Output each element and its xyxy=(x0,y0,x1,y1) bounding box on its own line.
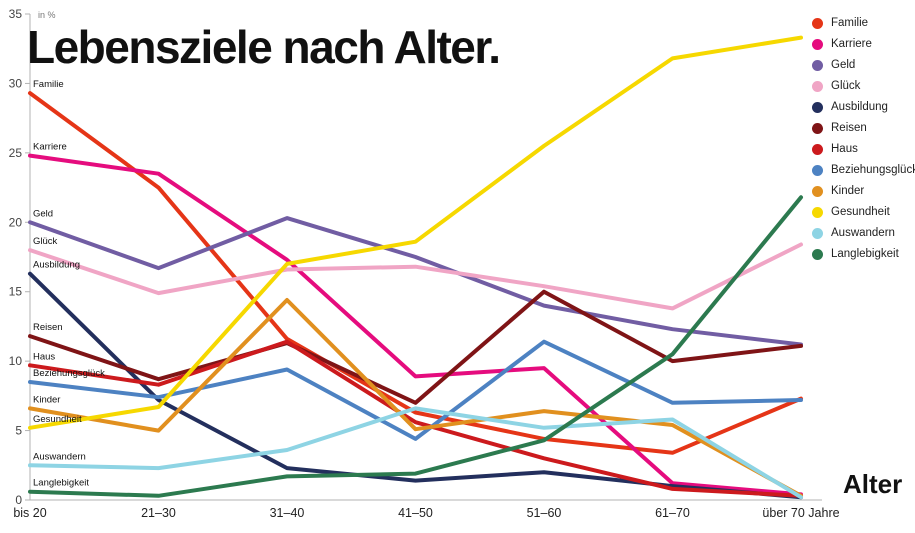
y-tick-label: 0 xyxy=(15,493,22,507)
x-tick-label: 51–60 xyxy=(527,506,562,520)
legend-item: Geld xyxy=(812,55,915,76)
x-tick-label: bis 20 xyxy=(13,506,46,520)
y-tick-label: 10 xyxy=(9,354,23,368)
x-tick-label: 41–50 xyxy=(398,506,433,520)
legend-label: Reisen xyxy=(831,121,867,134)
x-tick-label: 61–70 xyxy=(655,506,690,520)
legend-item: Familie xyxy=(812,13,915,34)
legend-item: Glück xyxy=(812,76,915,97)
series-line-beziehungsglück xyxy=(28,339,803,441)
legend-swatch-icon xyxy=(812,186,823,197)
legend-item: Auswandern xyxy=(812,223,915,244)
legend-label: Gesundheit xyxy=(831,205,890,218)
series-start-label: Glück xyxy=(33,236,58,247)
legend-item: Haus xyxy=(812,139,915,160)
legend-label: Haus xyxy=(831,142,858,155)
legend-swatch-icon xyxy=(812,228,823,239)
legend-swatch-icon xyxy=(812,102,823,113)
series-start-label: Geld xyxy=(33,208,53,219)
legend-swatch-icon xyxy=(812,18,823,29)
legend-label: Kinder xyxy=(831,184,865,197)
y-tick-label: 15 xyxy=(9,285,23,299)
legend-swatch-icon xyxy=(812,60,823,71)
legend-swatch-icon xyxy=(812,249,823,260)
y-tick-label: 35 xyxy=(9,7,23,21)
legend-item: Gesundheit xyxy=(812,202,915,223)
series-start-label: Ausbildung xyxy=(33,260,80,271)
legend-swatch-icon xyxy=(812,123,823,134)
series-start-label: Familie xyxy=(33,79,64,90)
series-start-label: Reisen xyxy=(33,322,63,333)
legend-item: Kinder xyxy=(812,181,915,202)
legend-swatch-icon xyxy=(812,165,823,176)
legend-item: Langlebigkeit xyxy=(812,244,915,265)
y-tick-label: 25 xyxy=(9,146,23,160)
legend-label: Familie xyxy=(831,16,869,29)
series-line-auswandern xyxy=(28,406,803,500)
series-start-label: Auswandern xyxy=(33,451,86,462)
y-tick-label: 20 xyxy=(9,215,23,229)
series-start-label: Karriere xyxy=(33,142,67,153)
series-line-reisen xyxy=(28,289,803,405)
legend-label: Ausbildung xyxy=(831,100,888,113)
series-line-familie xyxy=(28,91,803,455)
legend-item: Ausbildung xyxy=(812,97,915,118)
legend: Familie Karriere Geld Glück Ausbildung Reisen… xyxy=(812,13,915,265)
series-start-label: Haus xyxy=(33,351,55,362)
series-line-kinder xyxy=(28,298,803,498)
series-line-glück xyxy=(28,242,803,311)
chart-title: Lebensziele nach Alter. xyxy=(27,21,501,73)
series-start-label: Beziehungsglück xyxy=(33,368,105,379)
series-line-haus xyxy=(28,339,803,498)
legend-swatch-icon xyxy=(812,144,823,155)
legend-item: Reisen xyxy=(812,118,915,139)
x-tick-label: 21–30 xyxy=(141,506,176,520)
legend-label: Geld xyxy=(831,58,856,71)
legend-item: Beziehungsglück xyxy=(812,160,915,181)
legend-label: Glück xyxy=(831,79,861,92)
series-start-label: Kinder xyxy=(33,394,60,405)
series-line-ausbildung xyxy=(28,271,803,500)
x-axis-title: Alter xyxy=(843,469,903,499)
series-line-gesundheit xyxy=(28,35,803,430)
legend-label: Beziehungsglück xyxy=(831,163,915,176)
legend-label: Karriere xyxy=(831,37,872,50)
series-line-geld xyxy=(28,216,803,347)
legend-swatch-icon xyxy=(812,207,823,218)
legend-label: Langlebigkeit xyxy=(831,247,899,260)
y-tick-label: 5 xyxy=(15,424,22,438)
y-tick-label: 30 xyxy=(9,76,23,90)
legend-swatch-icon xyxy=(812,39,823,50)
legend-item: Karriere xyxy=(812,34,915,55)
series-line-karriere xyxy=(28,153,803,497)
series-start-label: Gesundheit xyxy=(33,414,82,425)
series-line-langlebigkeit xyxy=(28,195,803,498)
y-axis-unit-label: in % xyxy=(38,10,56,20)
series-start-label: Langlebigkeit xyxy=(33,478,89,489)
x-tick-label: über 70 Jahre xyxy=(762,506,839,520)
legend-swatch-icon xyxy=(812,81,823,92)
legend-label: Auswandern xyxy=(831,226,895,239)
x-tick-label: 31–40 xyxy=(270,506,305,520)
